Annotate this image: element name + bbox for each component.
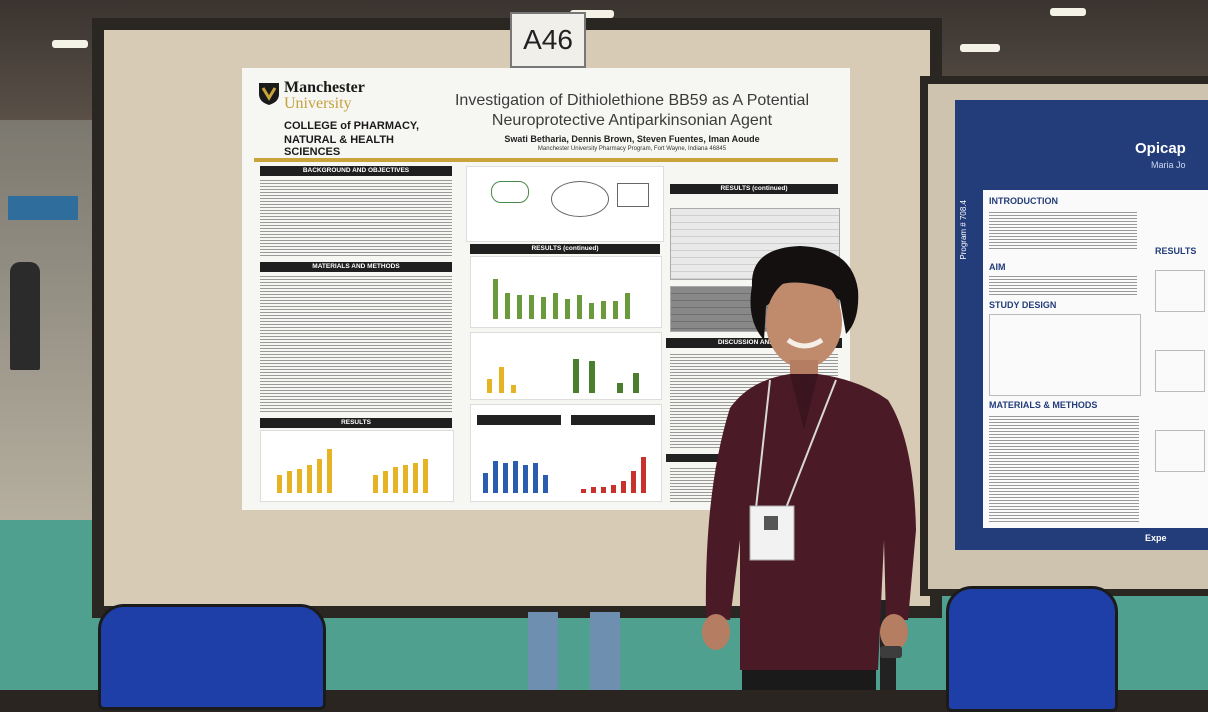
section-header-materials: MATERIALS AND METHODS <box>260 262 452 272</box>
aim-text <box>989 274 1137 296</box>
ceiling-light <box>570 10 614 18</box>
hair <box>750 246 859 340</box>
results-figure-left <box>260 430 454 502</box>
poster-authors: Swati Betharia, Dennis Brown, Steven Fue… <box>504 134 760 144</box>
section-results: RESULTS <box>1155 246 1197 256</box>
section-materials: MATERIALS & METHODS <box>989 400 1098 410</box>
ceiling-light <box>52 40 88 48</box>
neighbor-poster-author: Maria Jo <box>1151 160 1186 170</box>
results-figure-green <box>470 256 662 328</box>
results-chart-1 <box>1155 270 1205 312</box>
face <box>766 276 842 368</box>
college-name-line1: COLLEGE of PHARMACY, <box>284 120 420 132</box>
section-header-results-right: RESULTS (continued) <box>670 184 838 194</box>
poster-affiliation: Manchester University Pharmacy Program, … <box>537 146 727 152</box>
results-figure-mixed <box>470 332 662 400</box>
mechanism-diagram <box>466 166 664 242</box>
university-name-sub: University <box>284 95 352 112</box>
neighbor-poster-footer-text: Expe <box>1145 533 1167 543</box>
poster-title-line2: Neuroprotective Antiparkinsonian Agent <box>491 112 773 129</box>
introduction-text <box>989 210 1137 250</box>
university-logo: Manchester University COLLEGE of PHARMAC… <box>258 78 428 158</box>
shield-logo-icon <box>259 83 279 105</box>
neighbor-poster-header <box>955 100 1208 190</box>
section-header-background: BACKGROUND AND OBJECTIVES <box>260 166 452 176</box>
poster-title-line1: Investigation of Dithiolethione BB59 as … <box>454 92 809 109</box>
results-chart-3 <box>1155 430 1205 472</box>
section-header-discussion: DISCUSSION AND CON <box>666 338 842 348</box>
neighbor-poster-footer <box>983 528 1208 550</box>
booth-number-sign: A46 <box>510 12 586 68</box>
background-attendee <box>10 262 40 370</box>
presenter <box>702 246 916 690</box>
neighbor-poster-title: Opicap <box>1135 140 1186 157</box>
hall-banner <box>8 196 78 220</box>
ceiling-light <box>960 44 1000 52</box>
section-study-design: STUDY DESIGN <box>989 300 1057 310</box>
university-name: Manchester <box>284 79 365 96</box>
college-name-line2: NATURAL & HEALTH SCIENCES <box>284 134 394 158</box>
background-text <box>260 178 452 258</box>
section-aim: AIM <box>989 262 1006 272</box>
section-header-results-continued: RESULTS (continued) <box>470 244 660 254</box>
neighbor-poster: Program # 708.4 Opicap Maria Jo INTRODUC… <box>955 100 1208 550</box>
shirt <box>705 374 916 670</box>
section-header-results: RESULTS <box>260 418 452 428</box>
ceiling-light <box>1050 8 1086 16</box>
visitor-leg <box>590 612 620 690</box>
blue-chair <box>98 604 326 710</box>
blue-chair <box>946 586 1118 712</box>
visitor-leg <box>528 612 558 690</box>
wristwatch <box>880 646 902 658</box>
bar-chart-gold-b <box>367 441 447 493</box>
study-design-diagram <box>989 314 1141 396</box>
materials-text <box>989 414 1139 524</box>
section-introduction: INTRODUCTION <box>989 196 1058 206</box>
results-figure-blue-red <box>470 404 662 502</box>
gold-divider <box>254 158 838 162</box>
bar-chart-gold-a <box>271 441 351 493</box>
program-number: Program # 708.4 <box>959 200 968 260</box>
results-chart-2 <box>1155 350 1205 392</box>
booth-number: A46 <box>523 24 573 55</box>
name-badge <box>749 505 795 561</box>
materials-text <box>260 274 452 414</box>
